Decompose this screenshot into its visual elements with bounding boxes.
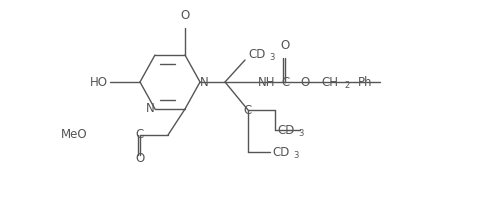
Text: 3: 3 — [293, 151, 299, 159]
Text: C: C — [244, 103, 252, 117]
Text: N: N — [146, 102, 155, 116]
Text: 2: 2 — [344, 81, 349, 89]
Text: O: O — [180, 9, 190, 22]
Text: CH: CH — [322, 75, 338, 88]
Text: Ph: Ph — [358, 75, 372, 88]
Text: O: O — [135, 152, 144, 165]
Text: 3: 3 — [269, 53, 275, 63]
Text: CD: CD — [272, 145, 289, 159]
Text: HO: HO — [90, 75, 108, 88]
Text: 3: 3 — [298, 128, 303, 138]
Text: CD: CD — [277, 124, 294, 137]
Text: C: C — [281, 75, 289, 88]
Text: C: C — [136, 128, 144, 141]
Text: O: O — [300, 75, 310, 88]
Text: O: O — [280, 39, 289, 52]
Text: NH: NH — [258, 75, 276, 88]
Text: MeO: MeO — [61, 128, 88, 141]
Text: CD: CD — [248, 49, 265, 61]
Text: N: N — [200, 75, 209, 88]
